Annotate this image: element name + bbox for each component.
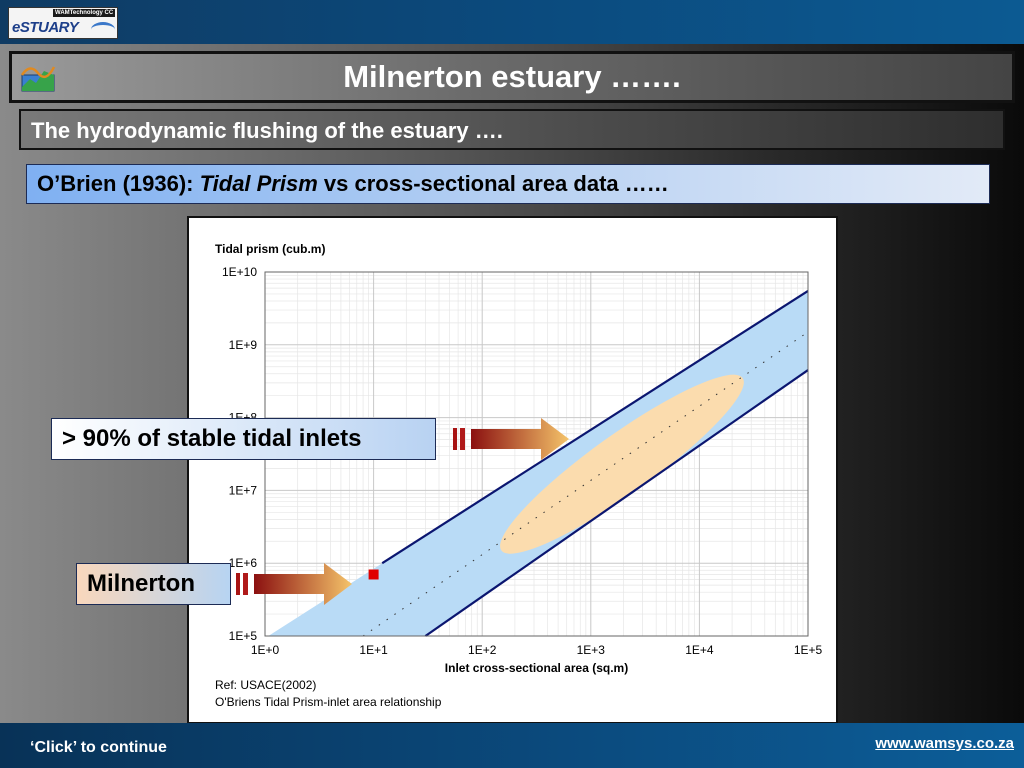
x-tick-label: 1E+5 [794,643,823,657]
milnerton-callout: Milnerton [76,563,231,605]
heading-emphasis: Tidal Prism [199,171,318,196]
footer: ‘Click’ to continue www.wamsys.co.za [0,723,1024,768]
reference-note: O'Briens Tidal Prism-inlet area relation… [215,695,442,709]
x-tick-label: 1E+4 [685,643,714,657]
heading-suffix: vs cross-sectional area data …… [317,171,669,196]
reference-note: Ref: USACE(2002) [215,678,316,692]
x-tick-label: 1E+0 [251,643,280,657]
estuary-logo: WAMTechnology CC eSTUARY [8,7,118,39]
heading-prefix: O’Brien (1936): [37,171,200,196]
logo-tag: WAMTechnology CC [53,9,116,17]
y-axis-label: Tidal prism (cub.m) [215,242,325,256]
y-tick-label: 1E+5 [229,629,258,643]
upper-boundary-line [381,289,809,565]
stable-inlets-region [500,374,744,554]
y-tick-label: 1E+9 [229,338,258,352]
chart-heading: O’Brien (1936): Tidal Prism vs cross-sec… [26,164,990,204]
arrow-icon [236,563,352,605]
chart-icon [20,66,56,92]
lower-boundary-line [424,369,809,637]
x-axis-label: Inlet cross-sectional area (sq.m) [445,661,628,675]
y-tick-label: 1E+6 [229,556,258,570]
subtitle-bar: The hydrodynamic flushing of the estuary… [19,109,1005,150]
wave-icon [91,22,115,37]
y-tick-label: 1E+10 [222,265,257,279]
y-tick-label: 1E+7 [229,483,258,497]
stable-inlets-callout: > 90% of stable tidal inlets [51,418,436,460]
continue-prompt[interactable]: ‘Click’ to continue [30,739,167,756]
tidal-prism-chart: 1E+01E+11E+21E+31E+41E+51E+51E+61E+71E+8… [215,242,823,709]
x-tick-label: 1E+1 [359,643,388,657]
page-subtitle: The hydrodynamic flushing of the estuary… [31,118,503,143]
top-banner: WAMTechnology CC eSTUARY [0,0,1024,44]
chart-frame: 1E+01E+11E+21E+31E+41E+51E+51E+61E+71E+8… [187,216,838,724]
title-bar: Milnerton estuary ……. [9,51,1015,103]
arrow-icon [453,418,569,460]
logo-text: eSTUARY [12,19,79,36]
x-tick-label: 1E+3 [577,643,606,657]
x-tick-label: 1E+2 [468,643,497,657]
page-title: Milnerton estuary ……. [343,59,681,94]
website-link[interactable]: www.wamsys.co.za [875,735,1014,752]
data-point-milnerton [368,569,379,580]
